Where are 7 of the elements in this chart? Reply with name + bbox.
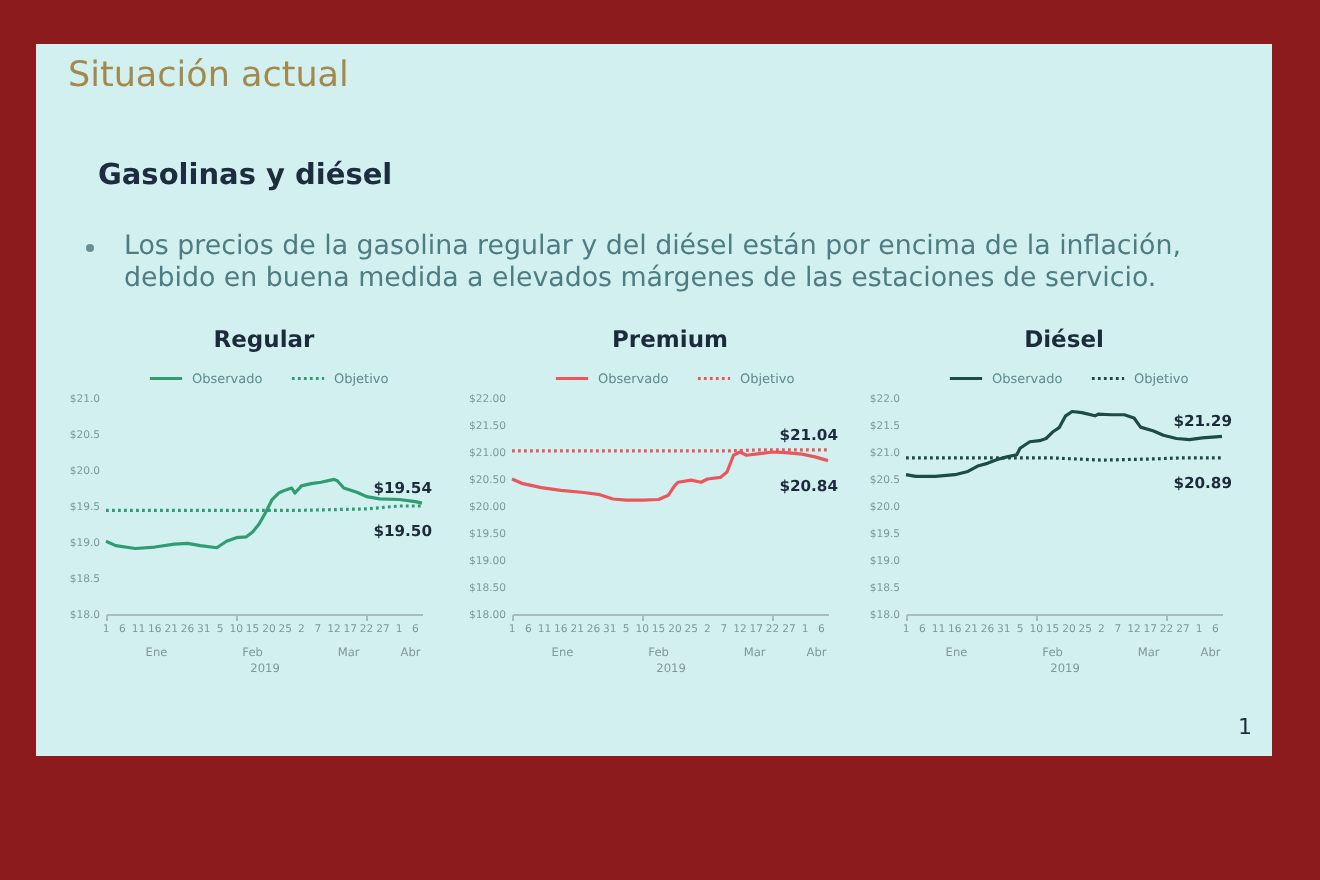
chart-title: Diésel <box>1024 325 1104 353</box>
text: Los precios de la gasolina regular y del diésel están por encima de la inflación, debido en buena medida a elevados márgenes de las estaciones de servicio. <box>124 232 1183 296</box>
text: 1 <box>1238 714 1252 740</box>
text: Gasolinas y diésel <box>98 160 393 192</box>
text: Situación actual <box>68 56 349 96</box>
chart-title: Premium <box>612 325 729 353</box>
chart-title: Regular <box>213 325 316 353</box>
